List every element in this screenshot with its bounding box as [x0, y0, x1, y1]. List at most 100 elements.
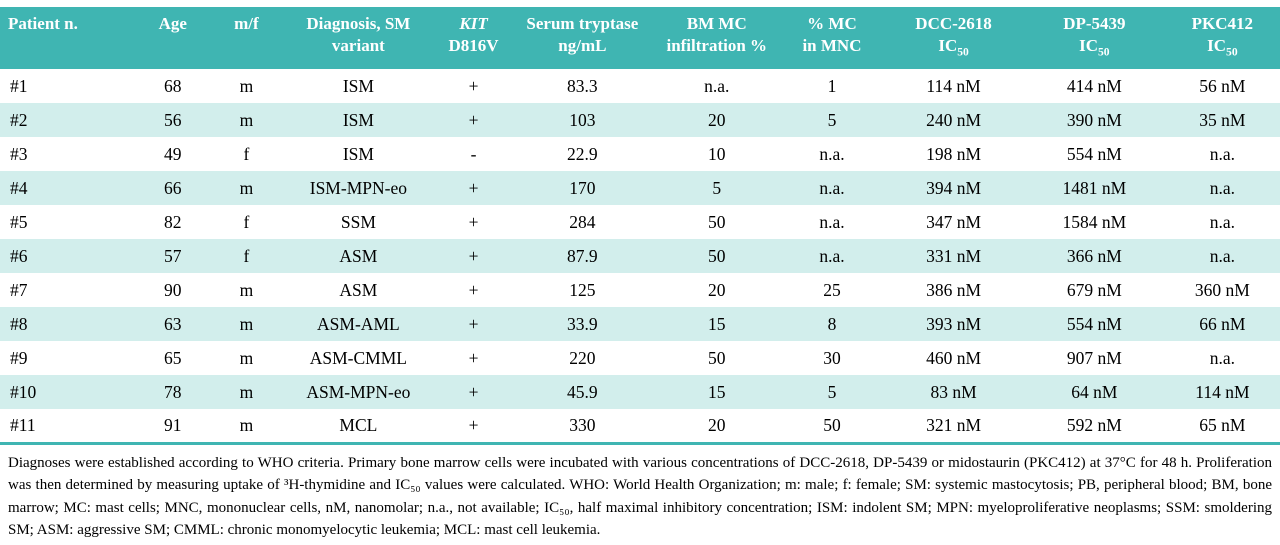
table-cell-age: 66: [164, 177, 182, 198]
table-cell-diagnosis: ASM: [339, 279, 378, 300]
table-cell-kit-d816v: -: [470, 143, 477, 164]
table-cell-patient-n: #9: [10, 347, 28, 368]
table-cell-serum-tryptase: 330: [569, 414, 596, 435]
header-line2: IC: [938, 36, 958, 56]
table-cell-pkc412-ic50: 35 nM: [1199, 109, 1246, 130]
table-cell-bm-mc-infiltration: 20: [708, 414, 726, 435]
table-cell-kit-d816v: +: [468, 109, 479, 130]
header-line1: Age: [158, 14, 187, 33]
table-cell-dp-5439-ic50: 414 nM: [1066, 75, 1122, 96]
table-cell-serum-tryptase: 220: [569, 347, 596, 368]
table-cell-patient-n: #2: [10, 109, 28, 130]
table-cell-serum-tryptase: 83.3: [567, 75, 598, 96]
table-cell-bm-mc-infiltration: 50: [708, 211, 726, 232]
column-header-diagnosis: Diagnosis, SM variant: [281, 7, 436, 70]
header-line1: m/f: [234, 14, 259, 33]
table-cell-dcc-2618-ic50: 394 nM: [926, 177, 982, 198]
table-cell-bm-mc-infiltration: 20: [708, 279, 726, 300]
table-cell-mc-in-mnc: 25: [823, 279, 841, 300]
table-cell-kit-d816v: +: [468, 414, 479, 435]
header-line1: % MC: [807, 14, 857, 33]
table-cell-serum-tryptase: 284: [569, 211, 596, 232]
header-line2-subscript: 50: [957, 45, 969, 59]
table-row: #7 90 m ASM +125 20 25 386 nM 679 nM 360 nM: [0, 273, 1280, 307]
table-cell-serum-tryptase: 170: [569, 177, 596, 198]
table-cell-sex: f: [243, 143, 250, 164]
header-line2: IC: [1207, 36, 1227, 56]
table-cell-diagnosis: ISM: [342, 109, 374, 130]
table-cell-dcc-2618-ic50: 198 nM: [926, 143, 982, 164]
table-cell-dp-5439-ic50: 366 nM: [1066, 245, 1122, 266]
table-cell-bm-mc-infiltration: 50: [708, 347, 726, 368]
header-line1: DP-5439: [1063, 14, 1126, 33]
table-cell-age: 90: [164, 279, 182, 300]
table-cell-patient-n: #1: [10, 75, 28, 96]
table-cell-patient-n: #11: [10, 414, 36, 435]
table-cell-serum-tryptase: 22.9: [567, 143, 598, 164]
table-cell-bm-mc-infiltration: 20: [708, 109, 726, 130]
table-cell-serum-tryptase: 103: [569, 109, 596, 130]
table-cell-dp-5439-ic50: 554 nM: [1066, 313, 1122, 334]
table-cell-age: 56: [164, 109, 182, 130]
column-header-serum-tryptase: Serum tryptase ng/mL: [511, 7, 653, 70]
table-cell-serum-tryptase: 33.9: [567, 313, 598, 334]
table-cell-bm-mc-infiltration: 50: [708, 245, 726, 266]
table-cell-age: 78: [164, 381, 182, 402]
table-cell-kit-d816v: +: [468, 279, 479, 300]
table-cell-dp-5439-ic50: 64 nM: [1071, 381, 1118, 402]
column-header-sex: m/f: [211, 7, 282, 70]
column-header-dp-5439-ic50: DP-5439 IC50: [1023, 7, 1165, 70]
table-cell-dcc-2618-ic50: 83 nM: [930, 381, 977, 402]
header-line1: DCC-2618: [915, 14, 992, 33]
table-cell-serum-tryptase: 125: [569, 279, 596, 300]
table-cell-dp-5439-ic50: 679 nM: [1066, 279, 1122, 300]
column-header-bm-mc-infiltration: BM MC infiltration %: [652, 7, 781, 70]
table-cell-pkc412-ic50: 360 nM: [1194, 279, 1250, 300]
table-cell-diagnosis: ASM: [339, 245, 378, 266]
table-cell-bm-mc-infiltration: 15: [708, 381, 726, 402]
table-cell-sex: m: [239, 381, 254, 402]
table-cell-dcc-2618-ic50: 114 nM: [926, 75, 981, 96]
table-cell-patient-n: #5: [10, 211, 28, 232]
table-cell-sex: f: [243, 245, 250, 266]
table-cell-dcc-2618-ic50: 331 nM: [926, 245, 982, 266]
table-body: #1 68 m ISM +83.3 n.a. 1 114 nM 414 nM 56 nM #2 56 m…: [0, 69, 1280, 443]
column-header-kit-d816v: KIT D816V: [435, 7, 512, 70]
table-cell-dp-5439-ic50: 1481 nM: [1062, 177, 1127, 198]
table-header: Patient n. Age m/f Diagnosis, SM variant KIT D…: [0, 7, 1280, 70]
table-cell-age: 63: [164, 313, 182, 334]
table-cell-age: 68: [164, 75, 182, 96]
column-header-dcc-2618-ic50: DCC-2618 IC50: [883, 7, 1024, 70]
table-cell-sex: m: [239, 109, 254, 130]
table-cell-age: 57: [164, 245, 182, 266]
table-cell-kit-d816v: +: [468, 381, 479, 402]
table-cell-kit-d816v: +: [468, 177, 479, 198]
column-header-pkc412-ic50: PKC412 IC50: [1164, 7, 1280, 70]
table-cell-dp-5439-ic50: 592 nM: [1066, 414, 1122, 435]
table-cell-serum-tryptase: 87.9: [567, 245, 598, 266]
header-line2-subscript: 50: [1098, 45, 1110, 59]
table-cell-pkc412-ic50: n.a.: [1209, 211, 1236, 232]
table-cell-mc-in-mnc: 5: [827, 109, 837, 130]
header-line1: Diagnosis, SM: [306, 14, 411, 33]
table-row: #8 63 m ASM-AML +33.9 15 8 393 nM 554 nM 66 nM: [0, 307, 1280, 342]
table-cell-pkc412-ic50: 65 nM: [1199, 414, 1246, 435]
table-cell-age: 82: [164, 211, 182, 232]
table-cell-diagnosis: ASM-CMML: [309, 347, 407, 368]
table-cell-bm-mc-infiltration: n.a.: [704, 75, 730, 96]
table-cell-patient-n: #3: [10, 143, 28, 164]
table-cell-mc-in-mnc: 50: [823, 414, 841, 435]
table-footnote: Diagnoses were established according to …: [8, 454, 1272, 539]
patient-ic50-table: Patient n. Age m/f Diagnosis, SM variant KIT D…: [0, 7, 1280, 445]
table-cell-sex: f: [243, 211, 250, 232]
table-cell-bm-mc-infiltration: 10: [708, 143, 726, 164]
table-cell-kit-d816v: +: [468, 313, 479, 334]
header-line1: BM MC: [686, 14, 747, 33]
table-row: #10 78 m ASM-MPN-eo +45.9 15 5 83 nM 64 nM 114 nM: [0, 375, 1280, 410]
table-cell-diagnosis: ISM: [342, 143, 374, 164]
table-cell-dp-5439-ic50: 1584 nM: [1062, 211, 1127, 232]
table-cell-sex: m: [239, 177, 254, 198]
table-cell-patient-n: #7: [10, 279, 28, 300]
table-cell-mc-in-mnc: n.a.: [819, 245, 845, 266]
table-row: #1 68 m ISM +83.3 n.a. 1 114 nM 414 nM 56 nM: [0, 69, 1280, 103]
